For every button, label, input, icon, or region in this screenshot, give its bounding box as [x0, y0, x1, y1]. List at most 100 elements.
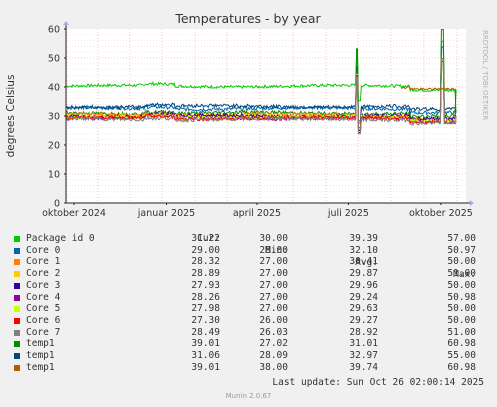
y-tick-labels: 0 10 20 30 40 50 60	[48, 25, 60, 210]
legend-cur-value: 28.49	[191, 326, 220, 338]
legend-swatch	[14, 317, 20, 324]
x-tick-label: april 2025	[233, 208, 281, 219]
legend-row: Package id 0 31.22 30.00 39.39 57.00	[0, 233, 497, 245]
legend-row: Core 3 27.93 27.00 29.96 50.00	[0, 280, 497, 292]
y-axis-label: degrees Celsius	[5, 75, 17, 158]
legend-col-avg: Avg:	[355, 257, 378, 268]
y-tick-label: 30	[48, 112, 60, 123]
legend-row: Core 0 29.00 28.00 32.10 50.97	[0, 245, 497, 257]
legend-avg-value: 31.01	[349, 338, 378, 350]
y-tick-label: 0	[54, 199, 60, 210]
x-tick-label: januar 2025	[137, 208, 195, 219]
legend-row: temp1 39.01 38.00 39.74 60.98	[0, 362, 497, 374]
legend-cur-value: 27.30	[191, 314, 220, 326]
legend-series-name: temp1	[26, 350, 55, 361]
x-tick-labels: oktober 2024 januar 2025 april 2025 juli 20…	[42, 208, 473, 219]
legend-avg-value: 29.27	[349, 314, 378, 326]
y-axis-arrow-icon	[63, 21, 69, 25]
legend-cur-value: 29.00	[191, 244, 220, 256]
legend-row: Core 5 27.98 27.00 29.63 50.00	[0, 303, 497, 315]
legend-avg-value: 29.87	[349, 268, 378, 280]
legend-header: Cur: Min: Avg: Max:	[0, 221, 497, 280]
legend-swatch	[14, 236, 20, 242]
legend-row: Core 1 28.32 27.00 30.41 50.00	[0, 256, 497, 268]
series-line-1	[65, 58, 457, 124]
legend-avg-value: 32.97	[349, 350, 378, 361]
legend-min-value: 28.00	[259, 244, 288, 256]
legend-swatch	[14, 271, 20, 278]
legend-avg-value: 30.41	[349, 256, 378, 268]
legend-max-value: 51.00	[447, 326, 476, 338]
legend-col-cur: Cur:	[197, 233, 220, 244]
legend-min-value: 26.03	[259, 326, 288, 338]
y-tick-label: 20	[48, 141, 60, 152]
legend-min-value: 27.00	[259, 268, 288, 280]
y-tick-label: 50	[48, 54, 60, 65]
legend-min-value: 27.00	[259, 303, 288, 315]
legend-max-value: 50.97	[447, 244, 476, 256]
series-line-8	[65, 58, 457, 135]
legend-series-name: temp1	[26, 338, 55, 350]
legend-min-value: 30.00	[259, 233, 288, 244]
legend-max-value: 55.00	[447, 350, 476, 361]
legend-swatch	[14, 306, 20, 313]
legend-swatch	[14, 282, 20, 289]
legend-col-min: Min:	[265, 245, 288, 256]
legend-series-name: Core 3	[26, 279, 61, 291]
legend-swatch	[14, 329, 20, 336]
last-update: Last update: Sun Oct 26 02:00:14 2025	[272, 377, 484, 388]
legend-row: Core 7 28.49 26.03 28.92 51.00	[0, 327, 497, 339]
legend-max-value: 51.00	[447, 268, 476, 280]
legend-cur-value: 31.06	[191, 350, 220, 361]
legend-series-name: Core 1	[26, 256, 61, 268]
series-line-0	[65, 40, 457, 113]
series-line-11	[401, 85, 457, 91]
legend-row: Core 6 27.30 26.00 29.27 50.00	[0, 315, 497, 327]
x-tick-label: oktober 2024	[42, 208, 106, 219]
legend-min-value: 27.02	[259, 338, 288, 350]
legend-min-value: 38.00	[259, 361, 288, 373]
legend-avg-value: 39.74	[349, 361, 378, 373]
legend-col-max: Max:	[453, 269, 476, 280]
legend-swatch	[14, 353, 20, 359]
legend-row: temp1 31.06 28.09 32.97 55.00	[0, 350, 497, 362]
legend-row: Core 4 28.26 27.00 29.24 50.98	[0, 292, 497, 304]
legend-series-name: Core 2	[26, 268, 61, 280]
x-tick-label: oktober 2025	[409, 208, 473, 219]
legend-cur-value: 31.22	[191, 233, 220, 244]
legend-swatch	[14, 294, 20, 301]
legend-max-value: 50.98	[447, 291, 476, 303]
legend-max-value: 60.98	[447, 361, 476, 373]
legend-series-name: Core 5	[26, 303, 61, 315]
y-tick-label: 60	[48, 25, 60, 36]
legend-series-name: Core 4	[26, 291, 61, 303]
legend-max-value: 60.98	[447, 338, 476, 350]
side-label: RRDTOOL / TOBI OETIKER	[481, 30, 489, 120]
legend-row: Core 2 28.89 27.00 29.87 51.00	[0, 268, 497, 280]
legend-swatch	[14, 247, 20, 254]
legend-series-name: Core 0	[26, 244, 61, 256]
legend-min-value: 27.00	[259, 291, 288, 303]
legend-min-value: 27.00	[259, 279, 288, 291]
chart-title: Temperatures - by year	[174, 11, 321, 26]
legend-cur-value: 28.32	[191, 256, 220, 268]
legend-cur-value: 28.89	[191, 268, 220, 280]
legend-avg-value: 29.63	[349, 303, 378, 315]
legend-avg-value: 39.39	[349, 233, 378, 244]
legend-series-name: Package id 0	[26, 233, 95, 244]
legend-max-value: 57.00	[447, 233, 476, 244]
y-tick-label: 40	[48, 83, 60, 94]
legend-row: temp1 39.01 27.02 31.01 60.98	[0, 338, 497, 350]
axes	[63, 21, 474, 206]
legend-avg-value: 32.10	[349, 244, 378, 256]
x-tick-label: juli 2025	[327, 208, 369, 219]
legend-cur-value: 39.01	[191, 338, 220, 350]
series-line-10	[65, 46, 457, 122]
series-layer	[65, 29, 457, 135]
legend-cur-value: 28.26	[191, 291, 220, 303]
legend-cur-value: 27.98	[191, 303, 220, 315]
legend-series-name: Core 7	[26, 326, 61, 338]
legend-cur-value: 39.01	[191, 361, 220, 373]
legend-swatch	[14, 341, 20, 348]
x-axis-arrow-icon	[470, 200, 474, 206]
